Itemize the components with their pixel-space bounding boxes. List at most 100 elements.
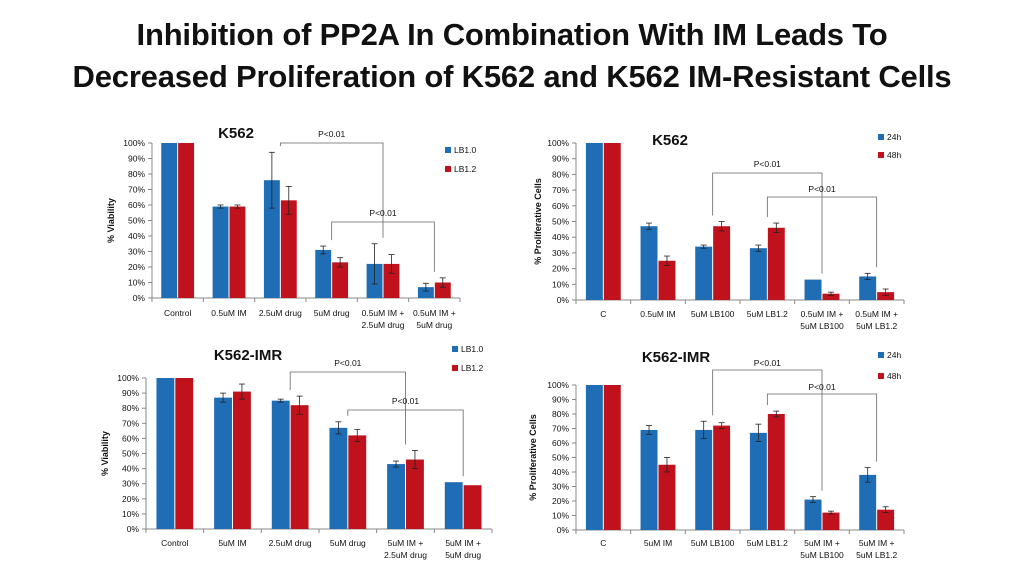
category-label: 0.5uM IM + bbox=[413, 308, 456, 318]
bar-LB12-4 bbox=[348, 435, 367, 529]
bar-24h-5 bbox=[804, 499, 822, 530]
significance-label: P<0.01 bbox=[318, 129, 345, 139]
significance-bracket bbox=[712, 369, 823, 491]
category-label: 5uM drug bbox=[416, 320, 452, 330]
chart-panel-1: K562 0% 10% 20% 30% 40% 50% 60% 70% 80% 90% 100% % V… bbox=[106, 125, 476, 330]
category-label: 0.5uM IM + bbox=[801, 309, 844, 319]
y-axis-label: % Viability bbox=[106, 198, 116, 243]
bar-LB12-5 bbox=[406, 459, 424, 529]
bar-24h-3 bbox=[695, 429, 713, 530]
legend-swatch bbox=[878, 352, 884, 358]
significance-bracket bbox=[766, 393, 878, 462]
bar-24h-4 bbox=[749, 248, 767, 300]
slide-title: Inhibition of PP2A In Combination With I… bbox=[0, 14, 1024, 98]
category-label: 5uM drug bbox=[445, 550, 481, 560]
bar-48h-6 bbox=[877, 292, 895, 300]
category-label: 2.5uM drug bbox=[259, 308, 302, 318]
bar-24h-5 bbox=[804, 279, 822, 300]
bar-24h-4 bbox=[749, 432, 767, 530]
y-tick-label: 20% bbox=[552, 496, 569, 506]
chart-title: K562-IMR bbox=[642, 349, 711, 366]
category-label: 5uM IM bbox=[644, 538, 672, 548]
y-tick-label: 70% bbox=[128, 185, 145, 195]
y-tick-label: 10% bbox=[552, 511, 569, 521]
legend-label: LB1.2 bbox=[454, 164, 476, 174]
bar-24h-1 bbox=[585, 385, 603, 530]
y-tick-label: 40% bbox=[552, 467, 569, 477]
y-tick-label: 50% bbox=[122, 449, 139, 459]
bar-LB12-4 bbox=[332, 262, 349, 298]
y-tick-label: 0% bbox=[133, 293, 146, 303]
category-label: 5uM LB100 bbox=[800, 321, 844, 331]
bar-24h-6 bbox=[859, 276, 877, 300]
chart-panel-3: K562-IMR 0% 10% 20% 30% 40% 50% 60% 70% 80% 90% 100… bbox=[100, 344, 493, 560]
y-axis-label: % Proliferative Cells bbox=[533, 178, 543, 265]
category-label: C bbox=[600, 309, 606, 319]
bar-LB10-5 bbox=[387, 464, 405, 529]
bar-LB10-6 bbox=[417, 287, 434, 298]
category-label: 0.5uM IM + bbox=[362, 308, 405, 318]
y-tick-label: 70% bbox=[552, 185, 569, 195]
legend-label: 48h bbox=[887, 150, 901, 160]
bar-LB12-6 bbox=[434, 282, 451, 298]
y-tick-label: 100% bbox=[547, 380, 569, 390]
y-tick-label: 80% bbox=[128, 169, 145, 179]
category-label: 2.5uM drug bbox=[384, 550, 427, 560]
y-tick-label: 10% bbox=[128, 278, 145, 288]
bar-LB10-3 bbox=[263, 180, 280, 298]
category-label: 5uM IM + bbox=[859, 538, 895, 548]
legend-label: LB1.0 bbox=[454, 145, 476, 155]
y-tick-label: 20% bbox=[552, 264, 569, 274]
y-tick-label: 60% bbox=[552, 438, 569, 448]
y-tick-label: 90% bbox=[552, 154, 569, 164]
bar-48h-3 bbox=[713, 226, 731, 300]
category-label: 5uM LB1.2 bbox=[856, 321, 897, 331]
significance-bracket bbox=[347, 409, 464, 477]
y-tick-label: 0% bbox=[557, 525, 570, 535]
category-label: 5uM LB1.2 bbox=[747, 538, 788, 548]
y-tick-label: 80% bbox=[552, 169, 569, 179]
y-tick-label: 80% bbox=[552, 409, 569, 419]
bar-LB12-1 bbox=[178, 143, 195, 298]
bar-48h-2 bbox=[658, 464, 676, 530]
y-tick-label: 30% bbox=[122, 479, 139, 489]
y-tick-label: 20% bbox=[122, 494, 139, 504]
bar-48h-4 bbox=[767, 227, 785, 300]
y-tick-label: 100% bbox=[123, 138, 145, 148]
category-label: 5uM LB1.2 bbox=[747, 309, 788, 319]
y-tick-label: 60% bbox=[128, 200, 145, 210]
y-axis-label: % Viability bbox=[100, 431, 110, 476]
legend-label: LB1.2 bbox=[461, 363, 483, 373]
y-tick-label: 40% bbox=[128, 231, 145, 241]
legend-swatch bbox=[878, 152, 884, 158]
bar-LB10-1 bbox=[161, 143, 178, 298]
y-tick-label: 30% bbox=[552, 482, 569, 492]
bar-48h-3 bbox=[713, 425, 731, 530]
legend-label: 24h bbox=[887, 132, 901, 142]
bar-48h-5 bbox=[822, 512, 840, 530]
bar-24h-2 bbox=[640, 226, 658, 300]
y-tick-label: 60% bbox=[122, 433, 139, 443]
category-label: 5uM drug bbox=[330, 538, 366, 548]
legend-label: LB1.0 bbox=[461, 344, 483, 354]
category-label: Control bbox=[164, 308, 192, 318]
y-tick-label: 40% bbox=[552, 232, 569, 242]
bar-LB12-3 bbox=[280, 200, 297, 298]
y-axis-label: % Proliferative Cells bbox=[528, 414, 538, 501]
bar-LB10-2 bbox=[214, 397, 232, 529]
chart-title: K562 bbox=[218, 125, 254, 142]
y-tick-label: 50% bbox=[552, 217, 569, 227]
category-label: 0.5uM IM + bbox=[855, 309, 898, 319]
bar-LB10-6 bbox=[444, 482, 463, 529]
y-tick-label: 50% bbox=[128, 216, 145, 226]
y-tick-label: 50% bbox=[552, 453, 569, 463]
bar-24h-2 bbox=[640, 429, 658, 530]
y-tick-label: 20% bbox=[128, 262, 145, 272]
significance-label: P<0.01 bbox=[808, 184, 835, 194]
y-tick-label: 0% bbox=[127, 524, 140, 534]
bar-LB10-4 bbox=[329, 427, 348, 529]
category-label: 5uM IM + bbox=[804, 538, 840, 548]
bar-48h-2 bbox=[658, 260, 676, 300]
legend-swatch bbox=[878, 134, 884, 140]
